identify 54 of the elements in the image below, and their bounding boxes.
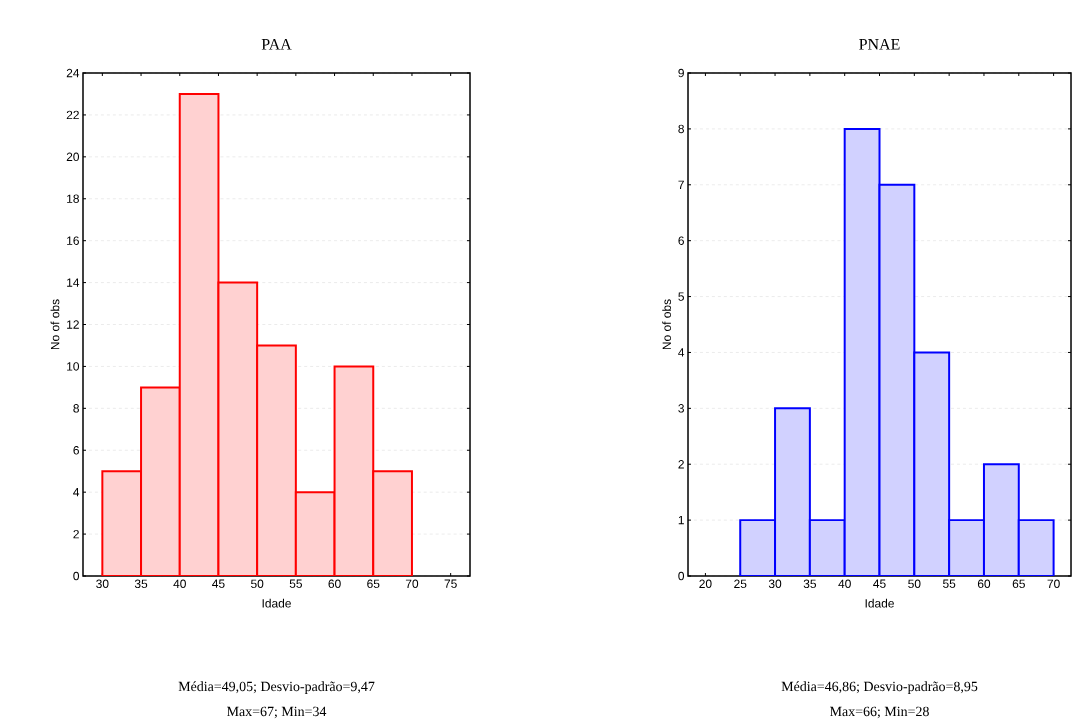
x-tick-label: 50 bbox=[908, 579, 921, 588]
text: Média=49,05; Desvio-padrão=9,47 bbox=[178, 681, 375, 694]
y-tick-label: 4 bbox=[73, 487, 80, 497]
chart-title: PAA bbox=[261, 38, 292, 50]
x-tick-label: 65 bbox=[1012, 579, 1025, 588]
x-axis-title: Idade bbox=[865, 598, 894, 608]
y-tick-label: 0 bbox=[678, 571, 685, 580]
y-tick-label: 9 bbox=[678, 68, 684, 78]
x-tick-label: 65 bbox=[367, 579, 380, 588]
y-tick-label: 6 bbox=[73, 445, 79, 455]
y-axis-title: No of obs bbox=[662, 299, 671, 349]
y-tick-label: 18 bbox=[67, 194, 79, 203]
y-axis-title: No of obs bbox=[50, 299, 60, 349]
x-tick-label: 50 bbox=[250, 579, 264, 588]
y-tick-label: 10 bbox=[67, 361, 80, 371]
y-tick-label: 7 bbox=[678, 180, 684, 189]
x-tick-label: 60 bbox=[328, 579, 341, 588]
text: Max=66; Min=28 bbox=[830, 706, 929, 718]
x-tick-label: 35 bbox=[803, 579, 817, 588]
x-tick-label: 45 bbox=[212, 579, 225, 588]
y-tick-label: 1 bbox=[678, 515, 684, 524]
y-tick-label: 4 bbox=[678, 348, 685, 357]
y-tick-label: 0 bbox=[73, 571, 80, 580]
x-tick-label: 55 bbox=[942, 579, 956, 588]
y-tick-label: 16 bbox=[67, 236, 79, 245]
y-tick-label: 8 bbox=[678, 124, 684, 133]
y-tick-label: 24 bbox=[66, 68, 80, 77]
y-tick-label: 22 bbox=[66, 110, 79, 119]
x-tick-label: 30 bbox=[96, 579, 109, 588]
y-tick-label: 5 bbox=[678, 292, 684, 301]
x-tick-label: 40 bbox=[838, 579, 851, 588]
y-tick-label: 12 bbox=[67, 320, 79, 329]
x-tick-label: 45 bbox=[873, 579, 886, 588]
y-tick-label: 8 bbox=[73, 403, 79, 413]
y-tick-label: 20 bbox=[66, 152, 80, 161]
x-tick-label: 70 bbox=[405, 579, 419, 588]
y-tick-label: 2 bbox=[73, 529, 79, 539]
y-tick-label: 2 bbox=[678, 459, 684, 469]
x-tick-label: 25 bbox=[734, 579, 747, 588]
text: Média=46,86; Desvio-padrão=8,95 bbox=[781, 681, 978, 694]
text: Max=67; Min=34 bbox=[227, 706, 327, 718]
y-tick-label: 3 bbox=[678, 403, 684, 413]
y-tick-label: 6 bbox=[678, 236, 684, 245]
chart-title: PNAE bbox=[859, 38, 900, 50]
x-tick-label: 75 bbox=[444, 579, 457, 588]
x-tick-label: 20 bbox=[699, 579, 712, 588]
x-tick-label: 30 bbox=[768, 579, 782, 588]
x-tick-label: 70 bbox=[1047, 579, 1060, 588]
x-tick-label: 60 bbox=[977, 579, 991, 588]
y-tick-label: 14 bbox=[67, 278, 80, 287]
x-tick-label: 55 bbox=[289, 579, 302, 588]
x-tick-label: 40 bbox=[173, 579, 186, 588]
x-tick-label: 35 bbox=[134, 579, 148, 588]
x-axis-title: Idade bbox=[262, 598, 291, 608]
